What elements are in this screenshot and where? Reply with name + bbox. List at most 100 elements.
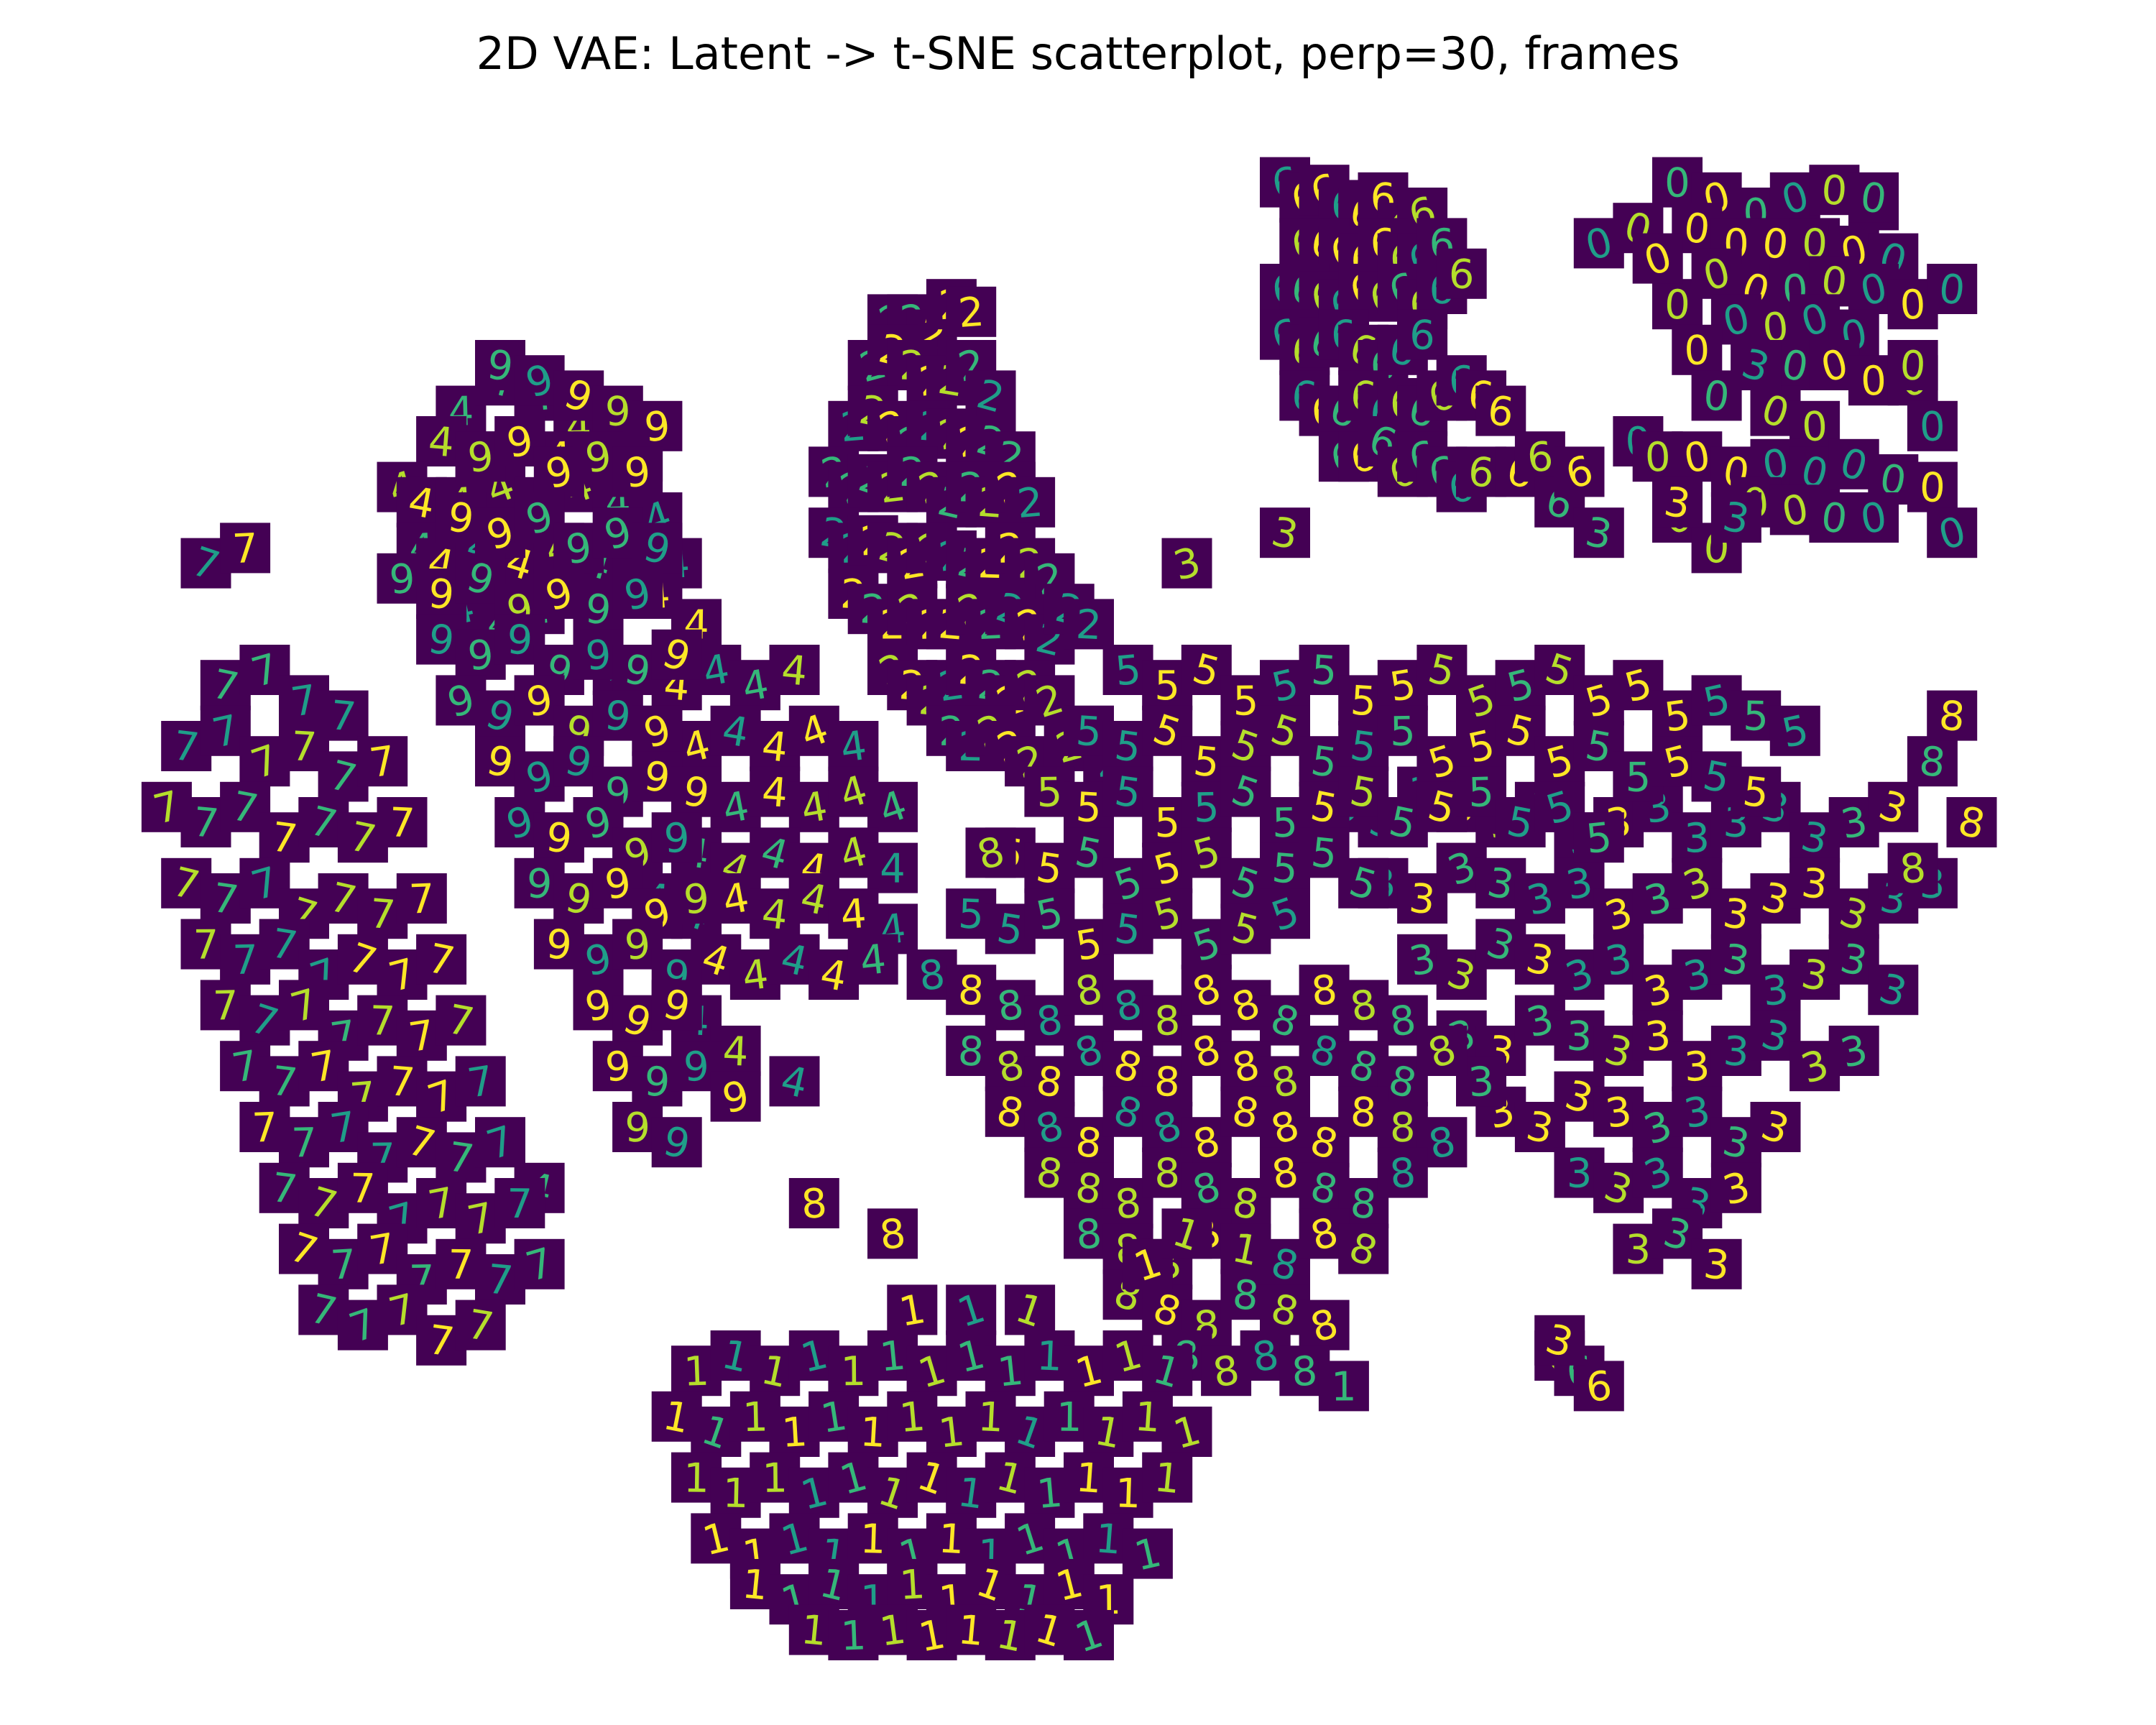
svg-text:6: 6 — [1409, 312, 1436, 359]
scatter-point-digit-7: 7 — [337, 934, 388, 987]
scatter-point-digit-3: 3 — [1710, 492, 1761, 544]
scatter-point-digit-6: 6 — [1436, 248, 1487, 299]
scatter-point-digit-1: 1 — [1142, 1346, 1193, 1398]
scatter-point-digit-8: 8 — [1279, 1346, 1330, 1397]
svg-text:4: 4 — [858, 936, 888, 985]
svg-text:9: 9 — [484, 341, 516, 391]
scatter-point-digit-8: 8 — [1377, 1147, 1428, 1198]
svg-text:1: 1 — [1035, 1469, 1064, 1518]
svg-text:0: 0 — [1664, 282, 1691, 329]
scatter-point-digit-7: 7 — [455, 1056, 506, 1108]
scatter-point-digit-5: 5 — [1142, 888, 1193, 941]
scatter-point-digit-8: 8 — [1142, 1284, 1193, 1337]
scatter-point-digit-1: 1 — [1318, 1361, 1369, 1412]
scatter-point-digit-3: 3 — [1514, 873, 1565, 925]
svg-text:1: 1 — [1331, 1363, 1357, 1410]
svg-text:9: 9 — [545, 921, 573, 970]
svg-text:5: 5 — [1270, 845, 1299, 893]
svg-text:9: 9 — [682, 875, 711, 924]
scatter-point-digit-1: 1 — [1122, 1528, 1173, 1581]
svg-text:0: 0 — [1664, 160, 1690, 206]
svg-text:5: 5 — [1154, 663, 1180, 709]
scatter-point-digit-3: 3 — [1161, 538, 1212, 590]
scatter-point-digit-9: 9 — [573, 629, 624, 680]
scatter-point-digit-1: 1 — [1024, 1330, 1075, 1381]
svg-text:1: 1 — [877, 1332, 908, 1381]
scatter-point-digit-2: 2 — [1005, 477, 1056, 528]
scatter-point-digit-5: 5 — [1534, 781, 1585, 834]
scatter-point-digit-3: 3 — [1534, 1315, 1585, 1367]
scatter-point-digit-8: 8 — [965, 827, 1016, 880]
scatter-point-digit-3: 3 — [1554, 857, 1605, 909]
scatter-point-digit-9: 9 — [612, 919, 663, 970]
scatter-point-digit-3: 3 — [1514, 1102, 1565, 1154]
svg-text:8: 8 — [957, 1028, 985, 1076]
scatter-point-digit-4: 4 — [710, 1026, 761, 1076]
scatter-point-digit-0: 0 — [1769, 484, 1820, 536]
scatter-point-digit-9: 9 — [671, 1041, 722, 1092]
svg-text:3: 3 — [1407, 875, 1438, 924]
svg-text:1: 1 — [1094, 1515, 1123, 1564]
scatter-point-digit-1: 1 — [1083, 1513, 1134, 1564]
scatter-point-digit-1: 1 — [1142, 1452, 1193, 1503]
svg-text:1: 1 — [683, 1455, 710, 1501]
svg-text:8: 8 — [1938, 692, 1967, 741]
svg-text:9: 9 — [642, 402, 672, 451]
svg-text:5: 5 — [1389, 708, 1416, 755]
svg-text:9: 9 — [643, 1058, 671, 1106]
svg-text:4: 4 — [760, 768, 790, 817]
scatter-point-digit-5: 5 — [1181, 645, 1232, 697]
svg-text:3: 3 — [1702, 1241, 1731, 1289]
svg-text:7: 7 — [212, 983, 239, 1030]
scatter-point-digit-3: 3 — [1260, 507, 1310, 559]
svg-text:0: 0 — [1801, 403, 1828, 451]
scatter-point-digit-3: 3 — [1397, 873, 1448, 924]
svg-text:9: 9 — [466, 631, 496, 680]
scatter-point-digit-3: 3 — [1828, 1026, 1879, 1077]
scatter-point-digit-3: 3 — [1691, 1238, 1742, 1289]
svg-text:5: 5 — [1310, 647, 1339, 695]
svg-text:5: 5 — [1074, 784, 1102, 832]
svg-text:8: 8 — [1388, 1149, 1418, 1198]
scatter-point-digit-5: 5 — [1181, 827, 1232, 880]
svg-text:1: 1 — [956, 1606, 985, 1655]
scatter-point-digit-5: 5 — [1064, 705, 1114, 756]
scatter-point-digit-0: 0 — [1632, 233, 1683, 286]
svg-text:6: 6 — [1485, 387, 1516, 437]
scatter-point-digit-1: 1 — [808, 1559, 860, 1611]
scatter-point-digit-3: 3 — [1868, 782, 1919, 834]
svg-text:5: 5 — [1626, 754, 1651, 801]
svg-text:1: 1 — [840, 1348, 866, 1395]
scatter-point-digit-9: 9 — [651, 980, 702, 1032]
scatter-point-digit-5: 5 — [1731, 766, 1782, 817]
scatter-point-digit-2: 2 — [1064, 599, 1114, 650]
scatter-point-digit-5: 5 — [1691, 675, 1742, 727]
svg-text:4: 4 — [760, 722, 790, 771]
svg-text:0: 0 — [1860, 358, 1887, 405]
svg-text:5: 5 — [1349, 677, 1378, 725]
svg-text:5: 5 — [1743, 693, 1769, 740]
scatter-point-digit-5: 5 — [1142, 706, 1193, 758]
svg-text:3: 3 — [1722, 1028, 1750, 1076]
svg-text:1: 1 — [780, 1409, 808, 1457]
scatter-point-digit-8: 8 — [1907, 736, 1958, 787]
svg-text:9: 9 — [604, 388, 631, 436]
svg-text:9: 9 — [525, 860, 553, 908]
scatter-point-digit-4: 4 — [750, 827, 801, 880]
svg-text:9: 9 — [622, 921, 653, 970]
svg-text:0: 0 — [1899, 342, 1927, 390]
svg-text:9: 9 — [506, 617, 534, 665]
svg-text:4: 4 — [427, 418, 456, 467]
svg-text:0: 0 — [1899, 282, 1927, 329]
svg-text:9: 9 — [602, 692, 633, 742]
scatter-point-digit-5: 5 — [1338, 857, 1389, 911]
scatter-point-digit-9: 9 — [651, 1117, 702, 1169]
scatter-point-digit-7: 7 — [318, 690, 369, 741]
scatter-point-digit-4: 4 — [847, 934, 898, 985]
scatter-point-digit-1: 1 — [1220, 1223, 1271, 1276]
scatter-point-digit-7: 7 — [494, 1178, 545, 1228]
svg-text:5: 5 — [1272, 800, 1299, 847]
scatter-point-digit-5: 5 — [1573, 812, 1624, 863]
scatter-point-digit-0: 0 — [1848, 492, 1899, 543]
